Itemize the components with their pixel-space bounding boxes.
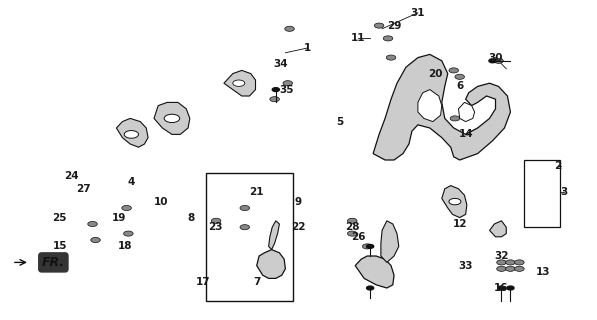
Text: 21: 21: [250, 187, 264, 197]
Text: 26: 26: [351, 232, 365, 242]
Text: 5: 5: [337, 116, 344, 127]
Circle shape: [122, 205, 131, 211]
Text: 4: 4: [128, 177, 135, 188]
Circle shape: [91, 237, 100, 243]
Circle shape: [498, 286, 505, 290]
Text: 30: 30: [488, 52, 503, 63]
Bar: [206, 173, 293, 301]
Circle shape: [507, 286, 514, 290]
Circle shape: [362, 244, 372, 249]
Bar: [524, 160, 560, 227]
Polygon shape: [269, 221, 279, 250]
Circle shape: [124, 231, 133, 236]
Polygon shape: [355, 256, 394, 288]
Text: 8: 8: [187, 212, 195, 223]
Text: 2: 2: [555, 161, 562, 172]
Polygon shape: [381, 221, 399, 262]
Text: 7: 7: [253, 276, 260, 287]
Polygon shape: [490, 221, 506, 237]
Text: 17: 17: [196, 276, 210, 287]
Text: 18: 18: [118, 241, 133, 252]
Text: 23: 23: [208, 222, 222, 232]
Circle shape: [285, 26, 294, 31]
Text: 33: 33: [458, 260, 473, 271]
Circle shape: [449, 198, 461, 205]
Text: 12: 12: [453, 219, 467, 229]
Text: 1: 1: [304, 43, 311, 53]
Circle shape: [515, 260, 524, 265]
Circle shape: [347, 231, 357, 236]
Polygon shape: [442, 186, 467, 218]
Text: 16: 16: [494, 283, 509, 293]
Circle shape: [506, 266, 515, 271]
Circle shape: [489, 59, 496, 63]
Text: 31: 31: [411, 8, 425, 18]
Circle shape: [240, 205, 250, 211]
Circle shape: [506, 260, 515, 265]
Text: 9: 9: [295, 196, 302, 207]
Circle shape: [374, 23, 384, 28]
Polygon shape: [458, 102, 475, 122]
Polygon shape: [116, 118, 148, 147]
Circle shape: [450, 116, 460, 121]
Circle shape: [383, 36, 393, 41]
Text: 27: 27: [76, 184, 91, 194]
Text: 34: 34: [273, 59, 288, 69]
Circle shape: [367, 244, 374, 248]
Circle shape: [270, 97, 279, 102]
Text: 22: 22: [291, 222, 306, 232]
Text: 24: 24: [64, 171, 79, 181]
Circle shape: [211, 218, 221, 223]
Text: 20: 20: [429, 68, 443, 79]
Text: 35: 35: [279, 84, 294, 95]
Polygon shape: [418, 90, 442, 122]
Text: 25: 25: [53, 212, 67, 223]
Text: 15: 15: [53, 241, 67, 252]
Circle shape: [497, 260, 506, 265]
Circle shape: [240, 225, 250, 230]
Circle shape: [124, 131, 139, 138]
Text: 13: 13: [536, 267, 550, 277]
Circle shape: [515, 266, 524, 271]
Text: 32: 32: [494, 251, 509, 261]
Circle shape: [283, 81, 293, 86]
Text: 11: 11: [351, 33, 365, 44]
Polygon shape: [257, 250, 285, 278]
Circle shape: [164, 114, 180, 123]
Circle shape: [494, 58, 503, 63]
Polygon shape: [373, 54, 510, 160]
Text: 10: 10: [154, 196, 168, 207]
Text: FR.: FR.: [42, 256, 65, 269]
Polygon shape: [224, 70, 256, 96]
Circle shape: [497, 266, 506, 271]
Circle shape: [233, 80, 245, 86]
Text: 3: 3: [561, 187, 568, 197]
Text: 6: 6: [456, 81, 463, 92]
Text: 14: 14: [458, 129, 473, 140]
Circle shape: [367, 286, 374, 290]
Circle shape: [386, 55, 396, 60]
Circle shape: [88, 221, 97, 227]
Text: 29: 29: [387, 20, 401, 31]
Circle shape: [272, 88, 279, 92]
Circle shape: [347, 218, 357, 223]
Polygon shape: [154, 102, 190, 134]
Text: 28: 28: [345, 222, 359, 232]
Circle shape: [455, 74, 464, 79]
Circle shape: [449, 68, 458, 73]
Text: 19: 19: [112, 212, 127, 223]
